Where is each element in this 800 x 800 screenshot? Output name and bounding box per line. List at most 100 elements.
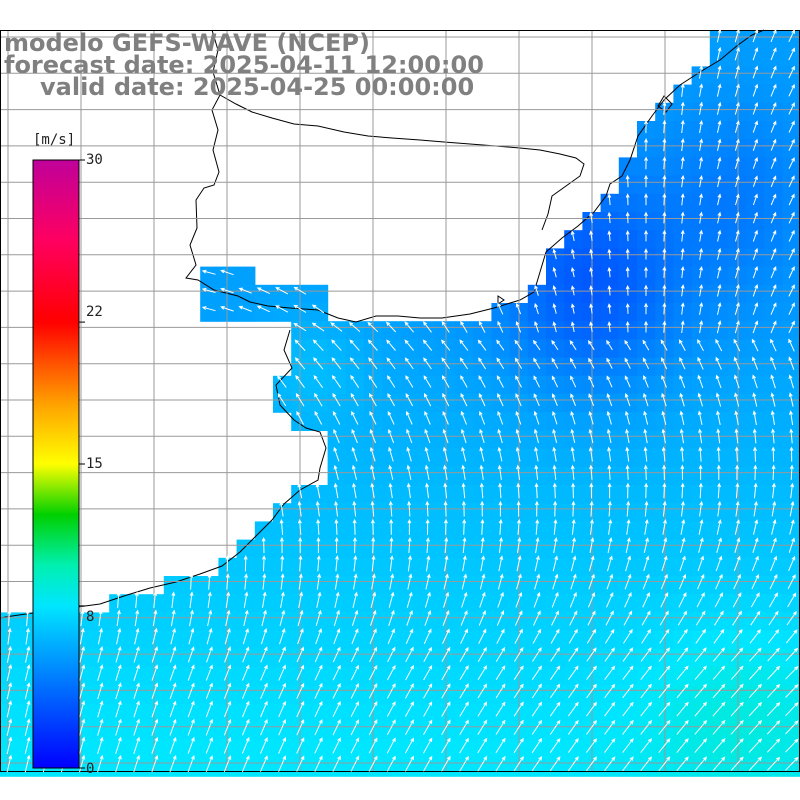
wind-speed-cell xyxy=(728,594,747,613)
wind-arrow xyxy=(279,609,286,627)
wind-arrow xyxy=(116,591,121,608)
wind-arrow xyxy=(169,664,177,681)
wind-arrow xyxy=(788,266,795,279)
wind-arrow xyxy=(535,518,540,535)
wind-speed-cell xyxy=(200,594,219,613)
wind-arrow xyxy=(676,665,689,680)
wind-speed-cell xyxy=(564,758,583,777)
wind-arrow xyxy=(442,446,448,462)
wind-arrow xyxy=(640,738,652,753)
wind-speed-cell xyxy=(618,703,638,723)
wind-arrow xyxy=(730,756,744,771)
wind-arrow xyxy=(676,701,689,717)
wind-arrow xyxy=(717,265,722,279)
wind-arrow xyxy=(423,664,433,681)
wind-arrow xyxy=(770,29,777,43)
wind-speed-cell xyxy=(618,630,638,650)
wind-speed-cell xyxy=(400,667,420,686)
wind-arrow xyxy=(350,682,359,699)
wind-arrow xyxy=(567,756,579,772)
wind-arrow xyxy=(568,647,579,662)
wind-arrow xyxy=(734,410,739,425)
wind-arrow xyxy=(662,156,667,170)
wind-speed-cell xyxy=(691,503,711,522)
wind-speed-cell xyxy=(527,521,547,541)
wind-arrow xyxy=(479,464,484,480)
wind-speed-cell xyxy=(637,630,656,650)
wind-speed-cell xyxy=(400,357,420,377)
wind-speed-cell xyxy=(400,375,420,395)
wind-speed-cell xyxy=(473,648,492,668)
wind-speed-cell xyxy=(673,557,693,577)
wind-arrow xyxy=(770,120,777,133)
wind-speed-cell xyxy=(764,667,784,686)
wind-speed-cell xyxy=(709,539,729,559)
wind-arrow xyxy=(461,500,466,517)
wind-speed-cell xyxy=(109,648,128,668)
wind-arrow xyxy=(644,193,648,206)
wind-speed-cell xyxy=(637,521,656,541)
wind-arrow xyxy=(752,428,757,444)
wind-speed-cell xyxy=(728,303,747,322)
wind-arrow xyxy=(79,682,86,700)
wind-arrow xyxy=(515,302,522,315)
wind-speed-cell xyxy=(418,594,438,613)
wind-arrow xyxy=(753,500,758,517)
wind-arrow xyxy=(260,718,268,736)
wind-arrow xyxy=(188,627,195,645)
wind-arrow xyxy=(715,392,722,407)
wind-arrow xyxy=(752,120,759,133)
wind-speed-cell xyxy=(782,721,800,741)
wind-arrow xyxy=(495,683,506,699)
wind-arrow xyxy=(298,573,303,590)
wind-arrow xyxy=(407,555,412,572)
wind-speed-cell xyxy=(709,357,729,377)
wind-arrow xyxy=(385,321,397,333)
wind-arrow xyxy=(388,591,395,608)
wind-arrow xyxy=(460,628,468,644)
wind-speed-cell xyxy=(782,576,800,595)
wind-arrow xyxy=(622,665,634,680)
wind-arrow xyxy=(679,410,685,425)
wind-speed-cell xyxy=(291,758,310,777)
wind-speed-cell xyxy=(746,339,765,359)
wind-speed-cell xyxy=(709,66,729,86)
wind-speed-cell xyxy=(309,284,329,304)
wind-speed-cell xyxy=(91,685,110,704)
wind-speed-cell xyxy=(400,703,420,723)
wind-arrow xyxy=(624,410,630,425)
wind-arrow xyxy=(694,738,708,753)
wind-speed-cell xyxy=(764,576,784,595)
wind-arrow xyxy=(589,303,594,314)
wind-arrow xyxy=(187,755,195,773)
wind-speed-cell xyxy=(309,612,329,632)
wind-speed-cell xyxy=(273,648,292,668)
wind-speed-cell xyxy=(782,121,800,140)
wind-speed-cell xyxy=(400,594,420,613)
wind-speed-cell xyxy=(327,594,347,613)
wind-arrow xyxy=(367,339,378,351)
wind-speed-cell xyxy=(691,157,711,177)
wind-arrow xyxy=(680,174,685,188)
wind-arrow xyxy=(659,610,669,626)
wind-arrow xyxy=(477,683,488,699)
wind-arrow xyxy=(549,719,561,735)
wind-arrow xyxy=(589,518,594,535)
wind-arrow xyxy=(516,555,522,572)
wind-arrow xyxy=(280,591,285,608)
wind-arrow xyxy=(785,665,799,680)
wind-arrow xyxy=(717,302,722,315)
wind-speed-cell xyxy=(691,248,711,268)
wind-arrow xyxy=(371,555,376,572)
wind-arrow xyxy=(220,269,234,276)
wind-arrow xyxy=(788,138,795,151)
wind-arrow xyxy=(766,738,781,753)
wind-arrow xyxy=(642,339,650,351)
wind-speed-cell xyxy=(455,539,474,559)
wind-arrow xyxy=(588,428,594,444)
wind-speed-cell xyxy=(273,703,292,723)
wind-arrow xyxy=(278,682,286,699)
wind-speed-cell xyxy=(291,721,310,741)
wind-arrow xyxy=(189,609,194,627)
wind-arrow xyxy=(625,230,630,242)
